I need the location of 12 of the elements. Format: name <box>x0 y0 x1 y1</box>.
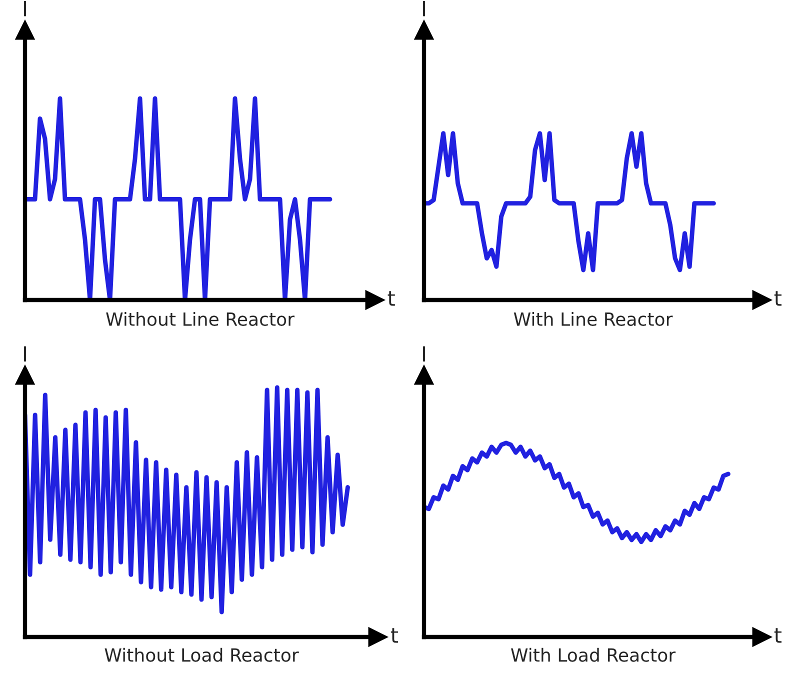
x-axis-title: t <box>388 291 395 306</box>
text: Without Load Reactor <box>104 648 299 662</box>
x-axis-title: t <box>390 628 398 643</box>
y-axis-title: I <box>422 1 426 16</box>
y-axis-title: I <box>24 1 26 16</box>
x-axis-title: t <box>774 628 782 643</box>
y-axis-title: I <box>24 346 26 362</box>
text: Without Line Reactor <box>106 312 295 326</box>
y-axis-title: I <box>422 346 426 362</box>
x-axis-title: t <box>774 291 782 306</box>
text: With Line Reactor <box>514 312 673 326</box>
text: With Load Reactor <box>511 648 676 662</box>
